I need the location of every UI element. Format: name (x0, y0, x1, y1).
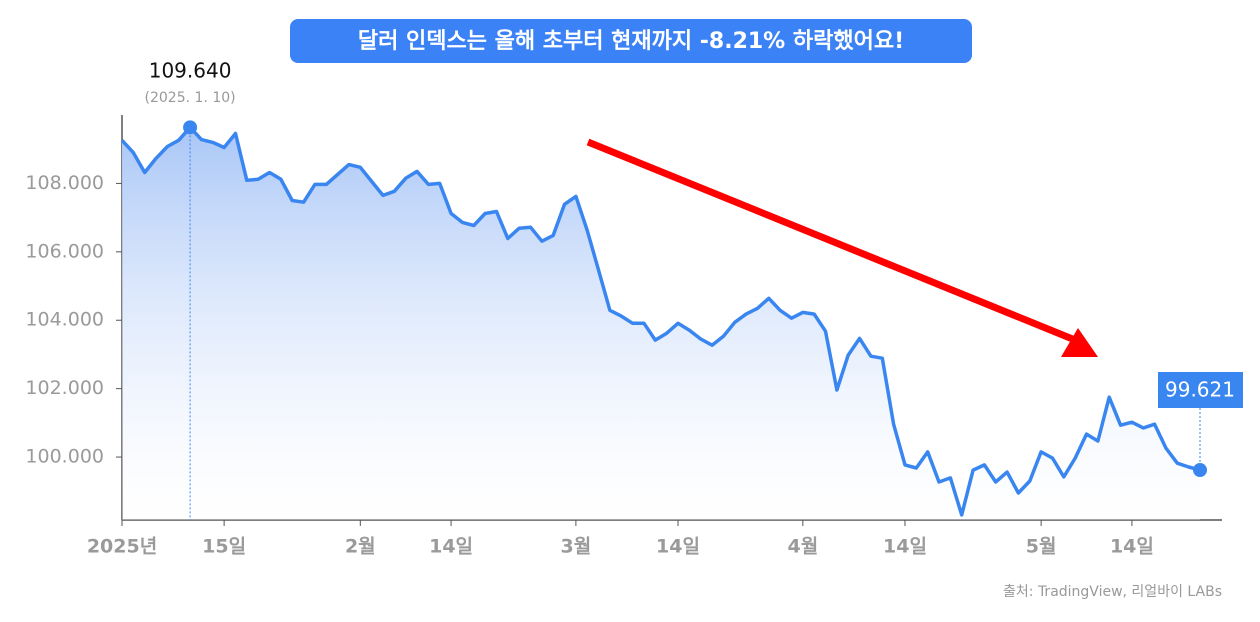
y-tick-label: 108.000 (25, 172, 104, 194)
trend-arrowhead (1061, 328, 1098, 357)
trend-arrow (586, 138, 1077, 344)
x-tick-label: 14일 (1110, 536, 1154, 558)
x-tick-label: 14일 (429, 536, 473, 558)
annotation: (2025. 1. 10) (145, 90, 236, 106)
y-tick-label: 106.000 (25, 240, 104, 262)
x-tick-label: 5월 (1026, 536, 1057, 558)
title-banner (290, 19, 972, 63)
plot-area: 100.000 102.000 104.000 106.000 108.000 2025년… (25, 59, 1243, 558)
x-tick-label: 4월 (787, 536, 818, 558)
x-tick-label: 14일 (656, 536, 700, 558)
x-tick-label: 3월 (561, 536, 592, 558)
value-label: 99.621 (1165, 378, 1235, 402)
x-tick-label: 2025년 (87, 536, 157, 558)
source: 출처: TradingView, 리얼바이 LABs (1003, 584, 1222, 600)
area (122, 127, 1200, 521)
value-label: 109.640 (149, 59, 232, 83)
chart-title: 달러 인덱스는 올해 초부터 현재까지 -8.21% 하락했어요! (358, 29, 904, 54)
line (120, 125, 1201, 517)
x-tick-label: 15일 (202, 536, 246, 558)
point (1193, 463, 1207, 478)
point (183, 120, 198, 135)
x-tick-label: 14일 (883, 536, 927, 558)
y-tick-label: 100.000 (25, 446, 104, 468)
value-label-box (1158, 372, 1243, 408)
y-tick-label: 104.000 (25, 309, 104, 331)
x-tick-label: 2월 (345, 536, 376, 558)
y-tick-label: 102.000 (25, 377, 104, 399)
